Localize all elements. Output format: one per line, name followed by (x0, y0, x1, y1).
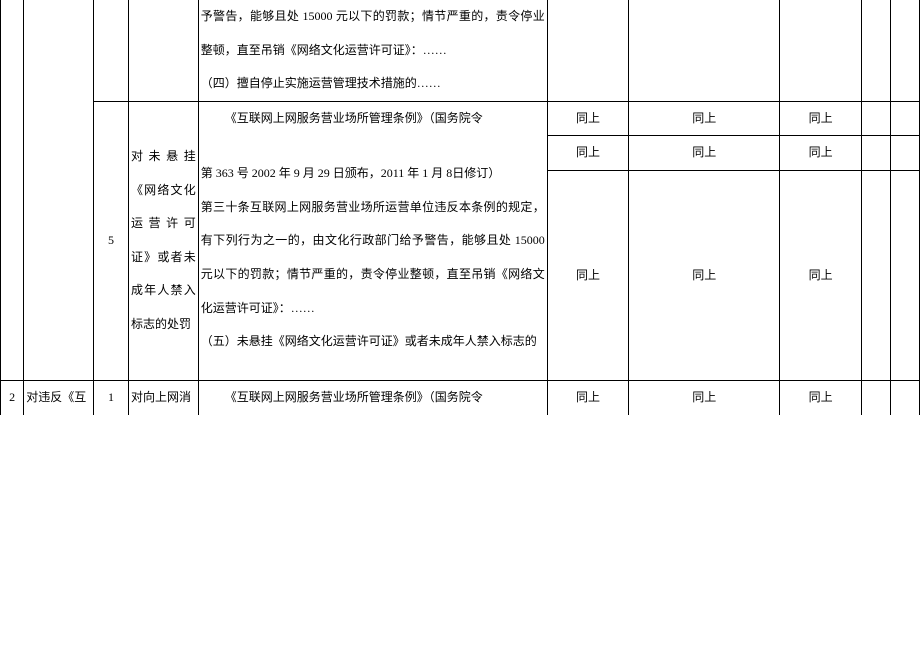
cell-c1 (1, 101, 24, 380)
table-row: 予警告，能够且处 15000 元以下的罚款；情节严重的，责令停业整顿，直至吊销《… (1, 0, 920, 101)
cell-c9c (861, 170, 890, 380)
cell-c8a: 同上 (780, 101, 861, 136)
cell-c8: 同上 (780, 380, 861, 414)
cell-c10b (890, 136, 919, 171)
cell-c10 (890, 0, 919, 101)
cell-c6c: 同上 (547, 170, 628, 380)
cell-c10a (890, 101, 919, 136)
cell-c8b: 同上 (780, 136, 861, 171)
cell-c4 (128, 0, 198, 101)
cell-c7a: 同上 (629, 101, 780, 136)
cell-c10c (890, 170, 919, 380)
cell-c6 (547, 0, 628, 101)
cell-c7c: 同上 (629, 170, 780, 380)
cell-c5b: 第 363 号 2002 年 9 月 29 日颁布，2011 年 1 月 8日修… (198, 136, 547, 381)
document-page: 予警告，能够且处 15000 元以下的罚款；情节严重的，责令停业整顿，直至吊销《… (0, 0, 920, 651)
cell-c8 (780, 0, 861, 101)
cell-c9a (861, 101, 890, 136)
cell-c3: 5 (94, 101, 129, 380)
cell-c6: 同上 (547, 380, 628, 414)
cell-c2 (24, 0, 94, 101)
cell-c1: 2 (1, 380, 24, 414)
cell-c1 (1, 0, 24, 101)
cell-c9 (861, 380, 890, 414)
cell-c6b: 同上 (547, 136, 628, 171)
cell-c3: 1 (94, 380, 129, 414)
cell-c9b (861, 136, 890, 171)
cell-c5: 《互联网上网服务营业场所管理条例》（国务院令 (198, 380, 547, 414)
cell-c9 (861, 0, 890, 101)
table-row: 2 对违反《互 1 对向上网消 《互联网上网服务营业场所管理条例》（国务院令 同… (1, 380, 920, 414)
table-row: 5 对 未 悬 挂《网络文化运营许可证》或者未成年人禁入标志的处罚 《互联网上网… (1, 101, 920, 136)
cell-c2: 对违反《互 (24, 380, 94, 414)
cell-c7: 同上 (629, 380, 780, 414)
cell-c4: 对向上网消 (128, 380, 198, 414)
cell-c7 (629, 0, 780, 101)
cell-c3 (94, 0, 129, 101)
cell-c8c: 同上 (780, 170, 861, 380)
cell-c4: 对 未 悬 挂《网络文化运营许可证》或者未成年人禁入标志的处罚 (128, 101, 198, 380)
regulation-table: 予警告，能够且处 15000 元以下的罚款；情节严重的，责令停业整顿，直至吊销《… (0, 0, 920, 415)
cell-c2 (24, 101, 94, 380)
cell-c5a: 《互联网上网服务营业场所管理条例》（国务院令 (198, 101, 547, 136)
cell-c7b: 同上 (629, 136, 780, 171)
cell-c10 (890, 380, 919, 414)
cell-c5: 予警告，能够且处 15000 元以下的罚款；情节严重的，责令停业整顿，直至吊销《… (198, 0, 547, 101)
cell-c6a: 同上 (547, 101, 628, 136)
